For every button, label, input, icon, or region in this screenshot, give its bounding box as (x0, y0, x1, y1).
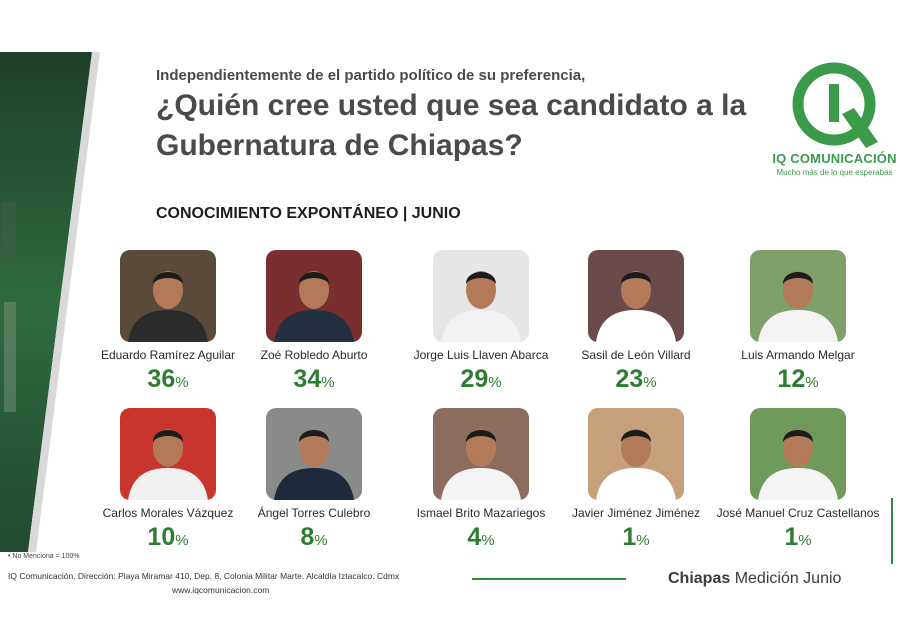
percentage-value: 12 (777, 365, 806, 393)
percentage-sign: % (636, 532, 650, 549)
candidate-percentage: 10% (83, 523, 253, 552)
logo-tagline: Mucho más de lo que esperabas (776, 168, 893, 177)
candidate-percentage: 1% (713, 523, 883, 552)
candidate-percentage: 8% (229, 523, 399, 552)
percentage-value: 10 (147, 523, 176, 551)
footer-edition-text: Medición Junio (734, 570, 842, 587)
candidate-percentage: 12% (713, 365, 883, 394)
percentage-sign: % (321, 374, 335, 391)
candidate-card: Ismael Brito Mazariegos 4% (396, 408, 566, 563)
candidate-photo (120, 408, 216, 500)
candidate-name: Ángel Torres Culebro (257, 506, 371, 520)
footer-edition: Chiapas Medición Junio (668, 570, 841, 588)
candidate-name: Sasil de León Villard (581, 348, 691, 362)
candidate-card: Javier Jiménez Jiménez 1% (551, 408, 721, 563)
percentage-value: 36 (147, 365, 176, 393)
candidate-name: Luis Armando Melgar (741, 348, 855, 362)
candidate-name: Zoé Robledo Aburto (260, 348, 368, 362)
percentage-sign: % (175, 532, 189, 549)
brand-logo: IQ COMUNICACIÓN Mucho más de lo que espe… (772, 62, 897, 187)
candidate-name: José Manuel Cruz Castellanos (716, 506, 880, 520)
candidate-percentage: 34% (229, 365, 399, 394)
website-link[interactable]: www.iqcomunicacion.com (172, 585, 270, 595)
footer-region: Chiapas (668, 570, 731, 587)
percentage-value: 8 (300, 523, 315, 551)
candidate-photo (433, 408, 529, 500)
candidate-card: José Manuel Cruz Castellanos 1% (713, 408, 883, 563)
percentage-sign: % (643, 374, 657, 391)
section-title: CONOCIMIENTO EXPONTÁNEO | JUNIO (156, 205, 461, 222)
candidate-photo (750, 408, 846, 500)
percentage-sign: % (481, 532, 495, 549)
logo-name: IQ COMUNICACIÓN (772, 151, 897, 166)
main-title: ¿Quién cree usted que sea candidato a la… (156, 89, 747, 162)
percentage-sign: % (488, 374, 502, 391)
percentage-sign: % (798, 532, 812, 549)
percentage-sign: % (805, 374, 819, 391)
candidate-card: Sasil de León Villard 23% (551, 250, 721, 405)
candidate-card: Jorge Luis Llaven Abarca 29% (396, 250, 566, 405)
candidate-name: Carlos Morales Vázquez (102, 506, 234, 520)
percentage-sign: % (314, 532, 328, 549)
percentage-value: 4 (467, 523, 482, 551)
candidate-card: Ángel Torres Culebro 8% (229, 408, 399, 563)
candidate-photo (750, 250, 846, 342)
iq-logo-icon (792, 62, 878, 148)
address: IQ Comunicación. Dirección: Playa Mirama… (8, 571, 400, 581)
percentage-value: 29 (460, 365, 489, 393)
candidate-photo (433, 250, 529, 342)
footnote: • No Menciona = 100% (8, 553, 80, 560)
candidate-photo (588, 408, 684, 500)
candidate-percentage: 23% (551, 365, 721, 394)
percentage-value: 1 (784, 523, 799, 551)
candidate-name: Ismael Brito Mazariegos (416, 506, 546, 520)
subtitle: Independientemente de el partido polític… (156, 67, 586, 84)
candidate-card: Carlos Morales Vázquez 10% (83, 408, 253, 563)
candidate-card: Luis Armando Melgar 12% (713, 250, 883, 405)
candidate-photo (588, 250, 684, 342)
right-divider (891, 498, 893, 564)
candidate-photo (266, 250, 362, 342)
candidate-name: Eduardo Ramírez Aguilar (100, 348, 236, 362)
percentage-value: 1 (622, 523, 637, 551)
percentage-value: 23 (615, 365, 644, 393)
candidate-card: Zoé Robledo Aburto 34% (229, 250, 399, 405)
percentage-sign: % (175, 374, 189, 391)
candidate-percentage: 29% (396, 365, 566, 394)
candidate-percentage: 36% (83, 365, 253, 394)
candidate-name: Javier Jiménez Jiménez (571, 506, 701, 520)
footer-divider (472, 578, 626, 580)
candidate-card: Eduardo Ramírez Aguilar 36% (83, 250, 253, 405)
side-decoration (0, 52, 100, 552)
candidate-photo (266, 408, 362, 500)
percentage-value: 34 (293, 365, 322, 393)
candidate-name: Jorge Luis Llaven Abarca (413, 348, 549, 362)
candidate-photo (120, 250, 216, 342)
candidate-percentage: 1% (551, 523, 721, 552)
candidate-percentage: 4% (396, 523, 566, 552)
